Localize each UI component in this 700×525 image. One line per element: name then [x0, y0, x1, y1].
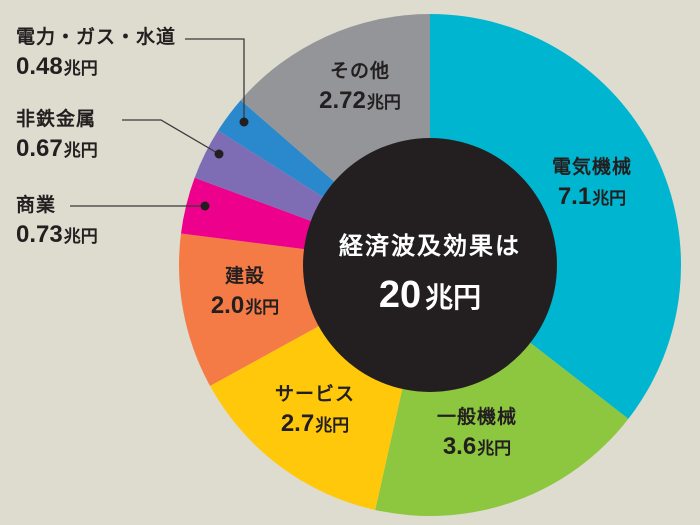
leader-line-denryoku [185, 38, 245, 122]
label-ippan: 一般機械 3.6兆円 [412, 408, 542, 459]
label-name: 一般機械 [436, 406, 517, 428]
label-value: 2.7 [280, 410, 315, 437]
label-unit: 兆円 [63, 227, 98, 247]
center-total: 20 兆円 [303, 274, 557, 317]
label-unit: 兆円 [245, 298, 280, 318]
label-denki: 電気機械 7.1兆円 [527, 158, 657, 209]
label-unit: 兆円 [477, 439, 512, 459]
center-title: 経済波及効果は [339, 232, 521, 260]
label-value: 0.73 [16, 221, 63, 248]
label-sonota: その他 2.72兆円 [300, 62, 420, 113]
label-name: その他 [329, 60, 390, 82]
label-kensetsu: 建設 2.0兆円 [190, 267, 300, 318]
dot-hitetsu [214, 149, 224, 159]
label-unit: 兆円 [63, 59, 98, 79]
label-name: 電力・ガス・水道 [16, 26, 177, 48]
label-value: 3.6 [442, 433, 477, 460]
leader-dots [200, 117, 249, 211]
label-unit: 兆円 [63, 141, 98, 161]
label-value: 7.1 [557, 183, 592, 210]
label-denryoku: 電力・ガス・水道 0.48兆円 [16, 28, 176, 79]
label-unit: 兆円 [315, 416, 350, 436]
label-name: 電気機械 [551, 156, 632, 178]
label-unit: 兆円 [366, 93, 401, 113]
label-service: サービス 2.7兆円 [255, 385, 375, 436]
center-hole [303, 138, 557, 392]
dot-shogyo [200, 201, 210, 211]
leader-lines [70, 38, 245, 207]
label-unit: 兆円 [592, 189, 627, 209]
label-hitetsu: 非鉄金属 0.67兆円 [16, 110, 98, 161]
label-name: 商業 [16, 194, 57, 216]
label-value: 0.48 [16, 53, 63, 80]
label-value: 2.0 [210, 292, 245, 319]
center-total-value: 20 [378, 274, 422, 316]
label-value: 2.72 [319, 87, 366, 114]
dot-denryoku [239, 117, 249, 127]
label-shogyo: 商業 0.73兆円 [16, 196, 98, 247]
label-name: 非鉄金属 [16, 108, 97, 130]
center-total-unit: 兆円 [425, 281, 482, 314]
leader-line-hitetsu [122, 119, 220, 155]
label-name: 建設 [224, 265, 265, 287]
label-value: 0.67 [16, 135, 63, 162]
pie-slice [430, 14, 682, 419]
label-name: サービス [274, 383, 355, 405]
